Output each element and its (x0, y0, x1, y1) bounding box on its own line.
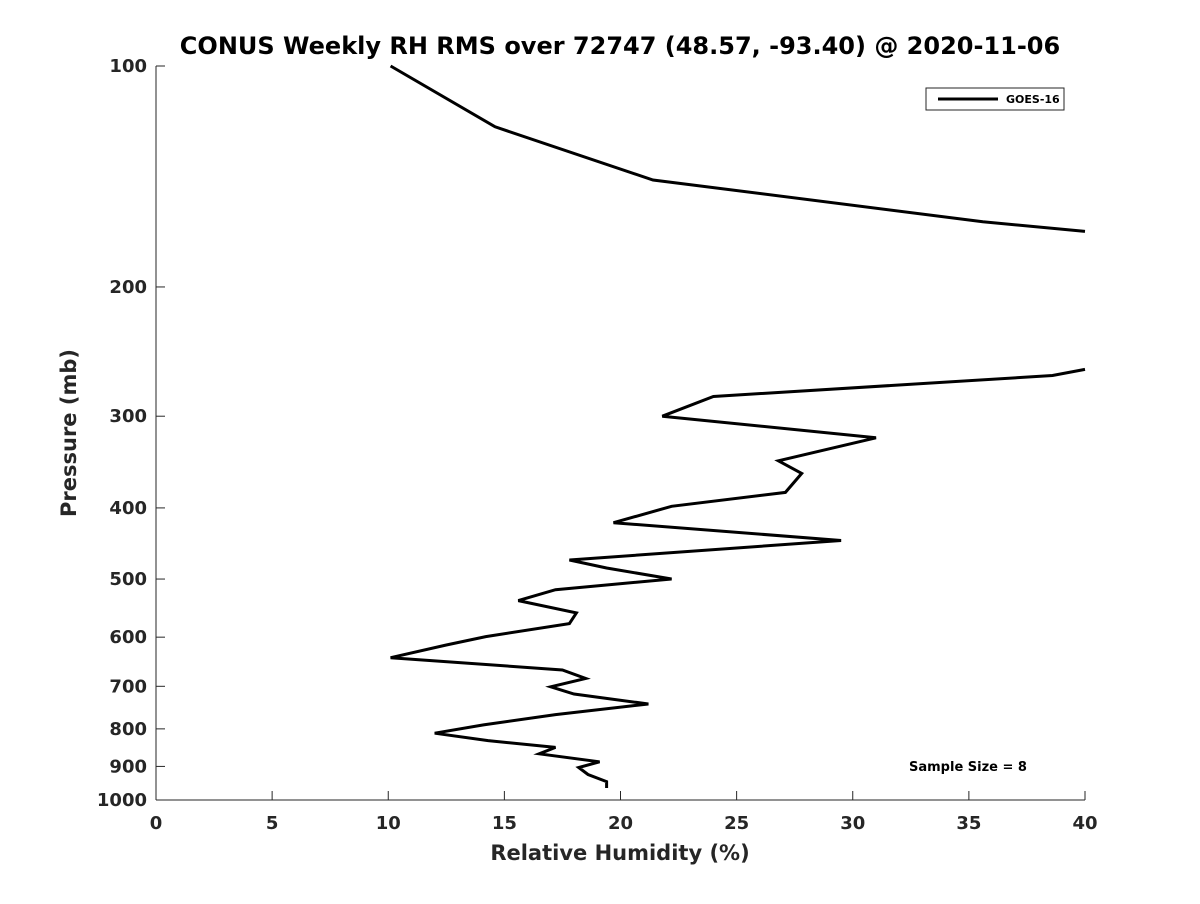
series-layer (389, 64, 1086, 788)
chart-title: CONUS Weekly RH RMS over 72747 (48.57, -… (180, 32, 1060, 60)
y-axis-label: Pressure (mb) (57, 349, 81, 517)
y-tick-label-1000: 1000 (97, 790, 147, 811)
y-tick-label-900: 900 (109, 756, 147, 777)
y-tick-label-800: 800 (109, 719, 147, 740)
x-tick-label-5: 5 (266, 813, 279, 834)
y-tick-label-500: 500 (109, 569, 147, 590)
y-tick-label-400: 400 (109, 498, 147, 519)
series-goes-16-line-segment-1 (389, 64, 1086, 233)
y-tick-label-200: 200 (109, 277, 147, 298)
y-axis-ticks: 100 200 300 400 500 600 700 800 900 1000 (97, 56, 165, 811)
plot-area (156, 66, 1085, 800)
x-tick-label-30: 30 (840, 813, 865, 834)
x-axis-label: Relative Humidity (%) (490, 841, 749, 865)
x-tick-label-0: 0 (150, 813, 163, 834)
y-tick-label-100: 100 (109, 56, 147, 77)
y-tick-label-600: 600 (109, 627, 147, 648)
x-tick-label-10: 10 (376, 813, 401, 834)
y-tick-label-300: 300 (109, 406, 147, 427)
x-tick-label-40: 40 (1072, 813, 1097, 834)
x-tick-label-35: 35 (956, 813, 981, 834)
y-tick-label-700: 700 (109, 676, 147, 697)
legend: GOES-16 (925, 87, 1065, 111)
x-axis-ticks: 0 5 10 15 20 25 30 35 40 (150, 791, 1098, 834)
x-tick-label-20: 20 (608, 813, 633, 834)
series-goes-16-line-segment-2 (390, 367, 1086, 788)
sample-size-annotation: Sample Size = 8 (909, 760, 1027, 775)
x-tick-label-25: 25 (724, 813, 749, 834)
legend-label-goes-16: GOES-16 (1006, 93, 1060, 106)
x-tick-label-15: 15 (492, 813, 517, 834)
